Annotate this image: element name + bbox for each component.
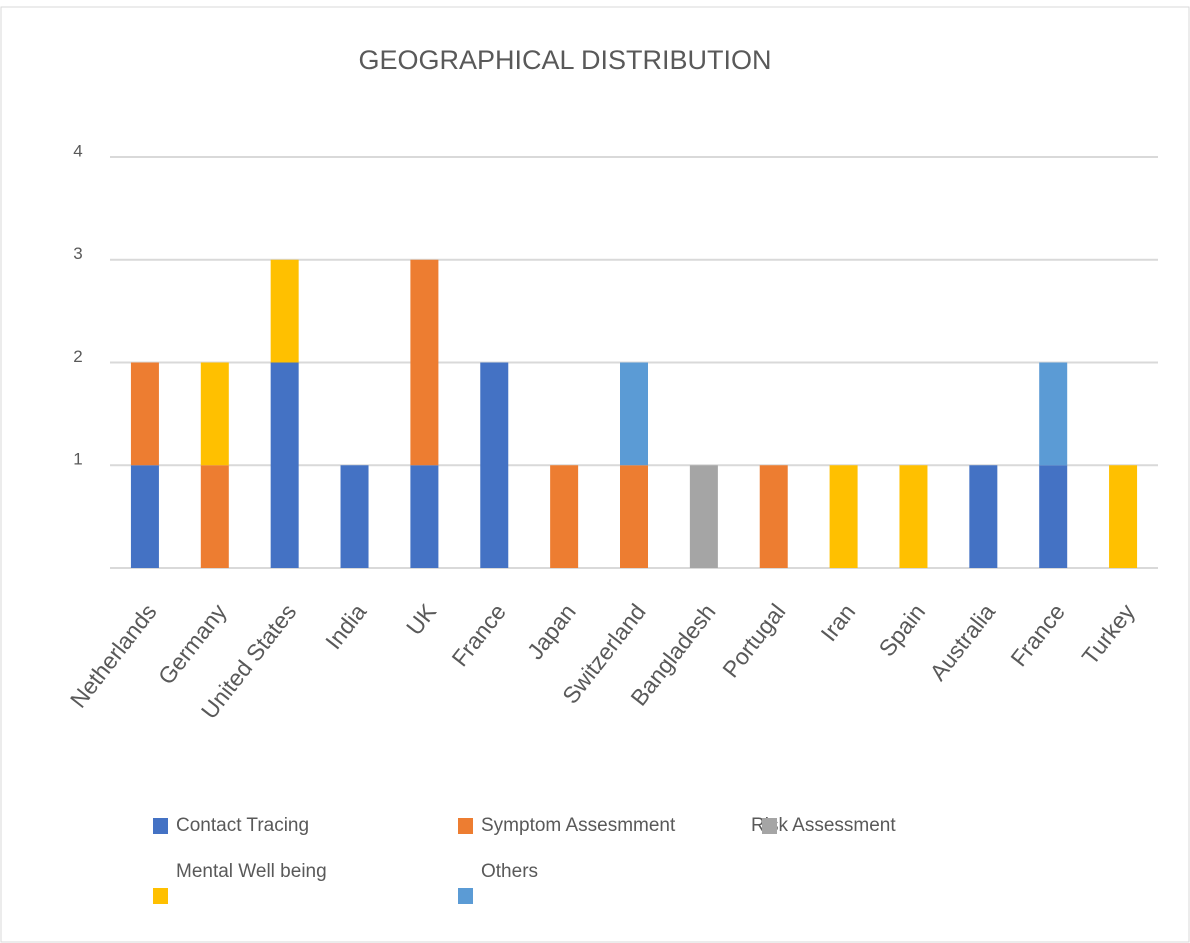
bar-segment [480,362,509,568]
legend-label: Symptom Assesmment [481,815,676,836]
legend-swatch [153,818,168,834]
y-tick-label: 2 [73,347,82,366]
legend-label: Others [481,861,538,882]
bar-segment [200,362,229,466]
legend-label: Contact Tracing [176,815,309,836]
bar-segment [200,465,229,568]
bar-segment [969,465,998,568]
bar-segment [130,362,159,466]
bar-segment [620,362,648,466]
y-tick-label: 3 [73,244,82,263]
bar-segment [270,362,299,568]
bar-segment [410,259,439,466]
bar-segment [899,465,928,568]
bar-segment [410,465,439,568]
y-tick-label: 1 [73,450,82,469]
legend-swatch [153,888,168,904]
bar-segment [1109,465,1138,568]
bar-segment [759,465,788,568]
bar-segment [620,465,648,568]
chart-title: GEOGRAPHICAL DISTRIBUTION [358,45,771,75]
bar-segment [130,465,159,568]
legend-swatch [458,888,473,904]
bar-segment [1039,362,1068,466]
legend-swatch [458,818,473,834]
bar-segment [829,465,858,568]
y-tick-label: 4 [73,141,82,160]
legend-swatch [762,818,777,834]
bar-segment [689,465,718,568]
legend-label: Mental Well being [176,861,327,882]
legend-label: Risk Assessment [751,815,896,836]
bar-segment [1039,465,1068,568]
bar-segment [270,259,299,363]
bar-segment [550,465,579,568]
bar-segment [340,465,369,568]
chart-frame [0,6,1190,943]
